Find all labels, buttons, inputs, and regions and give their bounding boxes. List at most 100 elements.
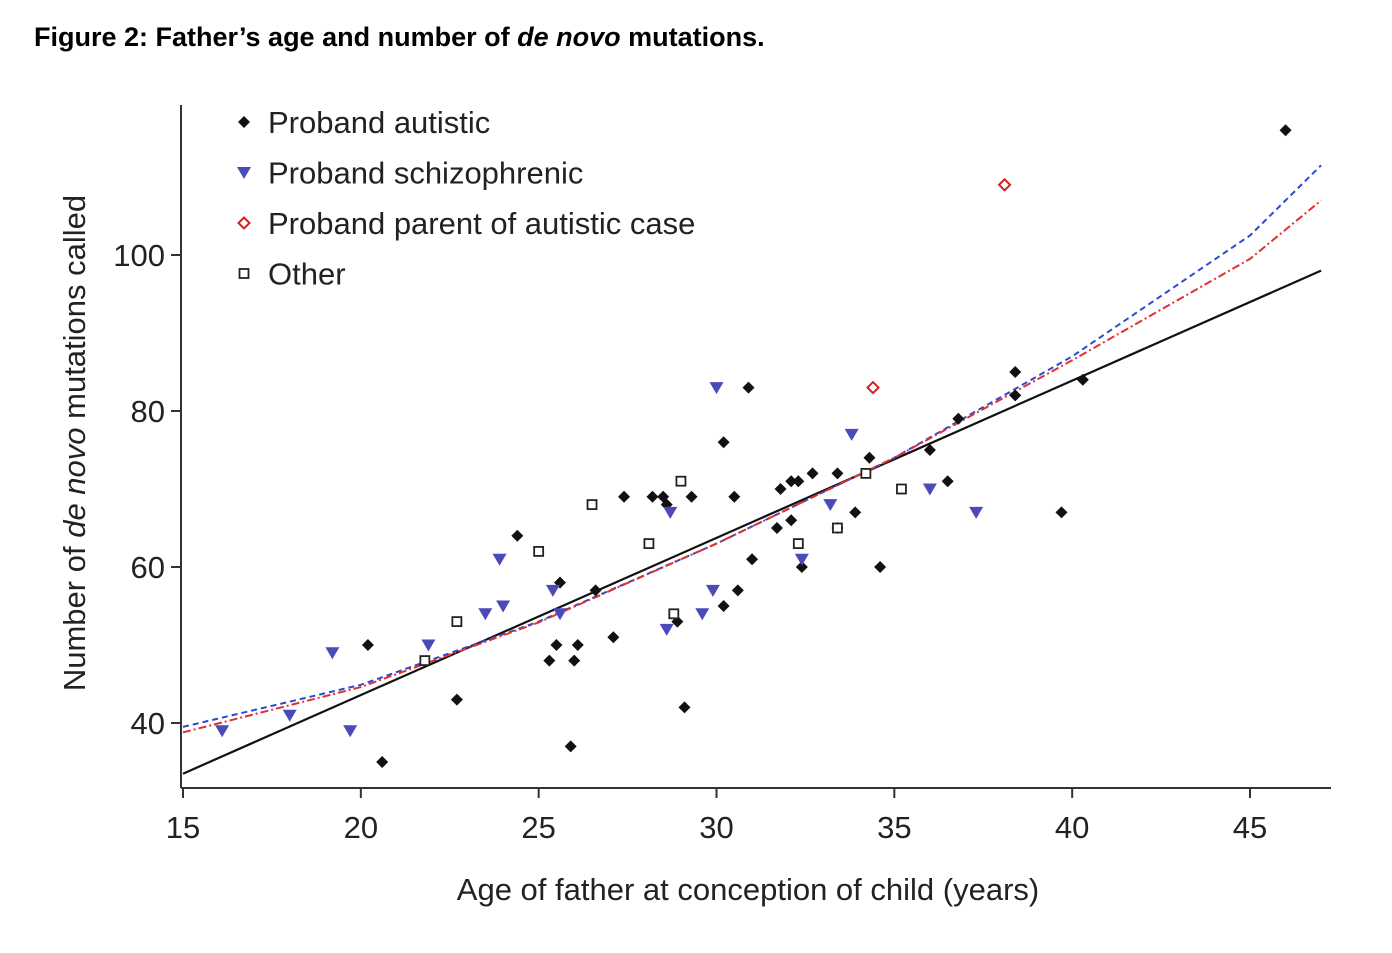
data-point-proband-autistic	[550, 639, 563, 651]
data-point-proband-schizophrenic	[709, 382, 724, 395]
data-point-proband-autistic	[795, 561, 808, 573]
data-point-proband-autistic	[571, 639, 584, 651]
data-point-proband-autistic	[607, 631, 620, 644]
data-point-proband-schizophrenic	[659, 623, 674, 636]
data-point-proband-autistic	[770, 522, 783, 534]
legend: Proband autistic Proband schizophrenic Pro…	[237, 105, 695, 292]
data-point-proband-schizophrenic	[492, 553, 507, 566]
data-point-proband-schizophrenic	[553, 608, 568, 621]
data-point-proband-autistic	[941, 475, 954, 488]
data-point-proband-autistic	[1009, 389, 1022, 402]
data-point-proband-autistic	[618, 490, 631, 503]
legend-label: Proband parent of autistic case	[268, 206, 695, 241]
data-point-proband-autistic	[1076, 373, 1089, 386]
fit-line-dashdot	[182, 199, 1322, 734]
data-point-proband-schizophrenic	[421, 639, 436, 652]
data-point-proband-schizophrenic	[844, 428, 859, 441]
data-point-proband-schizophrenic	[496, 600, 511, 613]
fit-lines	[182, 164, 1322, 775]
y-tick-label: 40	[131, 706, 165, 741]
data-point-proband-autistic	[785, 514, 798, 527]
data-point-proband-parent-of-autistic-case	[866, 380, 880, 395]
y-axis-title-suffix: mutations called	[57, 195, 92, 428]
x-tick-label: 20	[344, 810, 378, 845]
fit-line-solid	[182, 269, 1322, 775]
data-point-proband-schizophrenic	[823, 499, 838, 512]
data-point-proband-schizophrenic	[794, 553, 809, 566]
data-point-other	[533, 546, 545, 557]
data-point-proband-schizophrenic	[215, 725, 230, 738]
data-point-proband-parent-of-autistic-case	[997, 177, 1012, 192]
data-point-proband-autistic	[952, 412, 965, 425]
y-tick-label: 60	[131, 550, 165, 585]
data-point-proband-schizophrenic	[663, 506, 678, 519]
data-point-proband-autistic	[1279, 124, 1292, 137]
data-point-other	[668, 608, 680, 620]
data-point-proband-autistic	[361, 639, 374, 651]
data-point-proband-autistic	[450, 693, 463, 706]
data-point-proband-schizophrenic	[922, 483, 937, 496]
data-point-proband-autistic	[728, 490, 741, 503]
data-point-proband-autistic	[717, 436, 730, 449]
data-point-proband-schizophrenic	[969, 506, 984, 519]
fit-line-dashed	[182, 164, 1322, 728]
x-tick-label: 25	[521, 810, 555, 845]
data-point-proband-schizophrenic	[325, 647, 340, 660]
axes: 15 20 25 30 35 40 45 40 60 80 100	[113, 105, 1331, 845]
data-point-other	[419, 655, 431, 666]
data-point-proband-autistic	[731, 584, 744, 597]
data-point-proband-schizophrenic	[705, 584, 720, 597]
data-point-proband-autistic	[1055, 506, 1068, 519]
legend-marker	[237, 167, 251, 179]
data-point-proband-autistic	[874, 561, 887, 573]
legend-marker	[238, 268, 250, 279]
data-point-proband-schizophrenic	[695, 608, 710, 621]
data-point-other	[451, 616, 463, 627]
figure-title-prefix: Figure 2: Father’s age and number of	[34, 22, 518, 52]
x-tick-label: 30	[699, 810, 733, 845]
data-point-other	[586, 499, 598, 511]
data-point-proband-autistic	[785, 475, 798, 488]
x-tick-label: 45	[1233, 810, 1267, 845]
data-point-proband-autistic	[1009, 366, 1022, 378]
data-point-proband-schizophrenic	[545, 584, 560, 597]
data-point-proband-autistic	[543, 654, 556, 667]
data-point-proband-schizophrenic	[478, 608, 493, 621]
data-point-proband-autistic	[774, 483, 787, 495]
legend-marker	[237, 216, 251, 230]
data-point-proband-autistic	[792, 475, 805, 488]
data-point-proband-autistic	[685, 490, 698, 503]
figure-title: Figure 2: Father’s age and number of de …	[34, 22, 765, 53]
data-point-other	[792, 538, 804, 549]
data-point-proband-autistic	[568, 654, 581, 667]
data-point-proband-autistic	[849, 506, 862, 519]
data-point-proband-schizophrenic	[282, 709, 297, 722]
x-tick-label: 15	[166, 810, 200, 845]
data-point-other	[643, 538, 655, 549]
data-point-proband-autistic	[806, 467, 819, 480]
x-tick-label: 40	[1055, 810, 1089, 845]
figure-title-suffix: mutations.	[620, 22, 765, 52]
data-point-proband-autistic	[717, 600, 730, 612]
y-axis-title: Number of de novo mutations called	[57, 195, 92, 691]
data-point-other	[832, 522, 843, 534]
data-point-other	[675, 475, 687, 487]
data-point-proband-autistic	[863, 451, 876, 464]
data-point-other	[896, 483, 907, 495]
data-points	[215, 124, 1292, 768]
data-point-proband-autistic	[923, 444, 936, 456]
data-point-proband-autistic	[746, 553, 759, 566]
data-point-proband-autistic	[646, 490, 659, 503]
data-point-proband-autistic	[376, 756, 389, 768]
x-tick-label: 35	[877, 810, 911, 845]
y-tick-label: 100	[113, 238, 165, 273]
legend-marker	[238, 116, 250, 128]
data-point-proband-autistic	[511, 529, 524, 542]
data-point-proband-schizophrenic	[343, 725, 358, 738]
data-point-proband-autistic	[678, 701, 691, 714]
y-axis-title-prefix: Number of	[57, 538, 92, 691]
data-point-proband-autistic	[742, 381, 755, 394]
legend-label: Other	[268, 257, 346, 292]
data-point-proband-autistic	[564, 740, 577, 753]
y-tick-label: 80	[131, 394, 165, 429]
